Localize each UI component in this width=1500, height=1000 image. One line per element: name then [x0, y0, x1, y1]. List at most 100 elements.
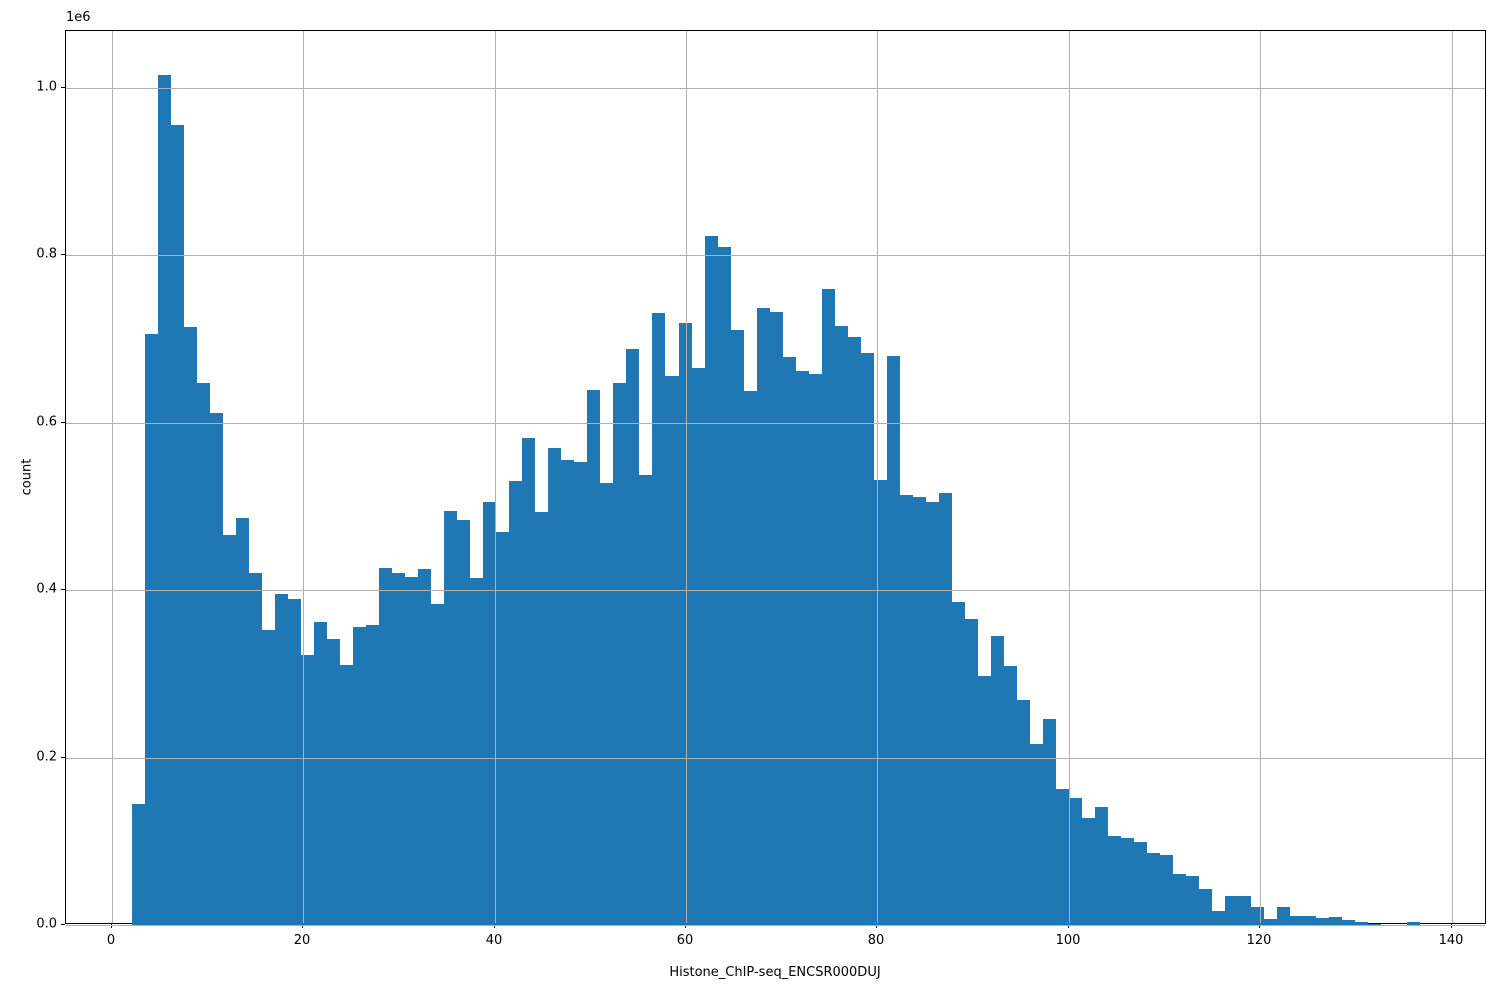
- histogram-bar: [1277, 906, 1290, 925]
- x-tick-mark: [494, 924, 495, 928]
- y-tick-label: 0.6: [36, 414, 57, 430]
- histogram-bar: [796, 370, 809, 925]
- y-tick-mark: [61, 422, 65, 423]
- x-tick-label: 20: [293, 933, 311, 948]
- histogram-bar: [887, 355, 900, 925]
- histogram-bar: [223, 534, 236, 925]
- histogram-bar: [418, 569, 431, 925]
- histogram-bar: [1186, 875, 1199, 925]
- histogram-bar: [705, 236, 718, 925]
- histogram-bar: [809, 374, 822, 925]
- x-tick-label: 120: [1246, 933, 1272, 948]
- histogram-bar: [561, 459, 574, 925]
- histogram-bar: [1199, 889, 1212, 925]
- histogram-bar: [1056, 788, 1069, 925]
- histogram-bar: [1121, 837, 1134, 925]
- histogram-bar: [327, 638, 340, 925]
- histogram-bar: [314, 621, 327, 925]
- x-tick-label: 0: [106, 933, 116, 948]
- histogram-bar: [301, 655, 314, 925]
- histogram-bar: [1030, 744, 1043, 925]
- y-tick-mark: [61, 924, 65, 925]
- x-tick-mark: [876, 924, 877, 928]
- histogram-bar: [1342, 919, 1355, 925]
- y-tick-mark: [61, 589, 65, 590]
- histogram-bar: [900, 494, 913, 925]
- y-tick-label: 0.8: [36, 246, 57, 262]
- y-tick-label: 0.4: [36, 581, 57, 597]
- vertical-gridline: [112, 31, 113, 923]
- histogram-bar: [483, 502, 496, 925]
- histogram-bar: [1082, 817, 1095, 925]
- histogram-bar: [457, 519, 470, 925]
- x-tick-mark: [1068, 924, 1069, 928]
- histogram-bar: [1095, 806, 1108, 925]
- x-tick-mark: [111, 924, 112, 928]
- x-tick-mark: [302, 924, 303, 928]
- histogram-bar: [470, 577, 483, 925]
- histogram-bar: [952, 601, 965, 925]
- histogram-bar: [1173, 873, 1186, 925]
- histogram-bar: [444, 511, 457, 925]
- histogram-bar: [1316, 918, 1329, 925]
- horizontal-gridline: [66, 88, 1485, 89]
- histogram-bar: [1329, 916, 1342, 925]
- histogram-bar: [874, 479, 887, 925]
- histogram-bar: [1251, 907, 1264, 925]
- histogram-bar: [340, 664, 353, 925]
- vertical-gridline: [495, 31, 496, 923]
- histogram-bar: [1355, 922, 1368, 925]
- histogram-bar: [158, 74, 171, 925]
- x-tick-mark: [685, 924, 686, 928]
- histogram-bar: [822, 288, 835, 925]
- histogram-bar: [145, 334, 158, 925]
- histogram-bar: [1225, 895, 1238, 925]
- histogram-bar: [1290, 915, 1303, 925]
- histogram-bar: [353, 627, 366, 925]
- horizontal-gridline: [66, 590, 1485, 591]
- histogram-bar: [991, 636, 1004, 925]
- histogram-bar: [509, 481, 522, 925]
- histogram-bar: [405, 576, 418, 925]
- histogram-bar: [1303, 915, 1316, 925]
- vertical-gridline: [686, 31, 687, 923]
- horizontal-gridline: [66, 758, 1485, 759]
- histogram-bar: [496, 532, 509, 925]
- histogram-bar: [939, 493, 952, 925]
- horizontal-gridline: [66, 925, 1485, 926]
- histogram-bar: [783, 357, 796, 925]
- histogram-bar: [1134, 842, 1147, 925]
- histogram-bar: [600, 483, 613, 925]
- histogram-bar: [1069, 797, 1082, 925]
- histogram-bar: [848, 337, 861, 925]
- histogram-bar: [379, 567, 392, 925]
- histogram-bar: [171, 124, 184, 925]
- vertical-gridline: [1069, 31, 1070, 923]
- histogram-bar: [1004, 666, 1017, 925]
- vertical-gridline: [1452, 31, 1453, 923]
- histogram-bar: [262, 630, 275, 925]
- histogram-bar: [731, 329, 744, 925]
- x-tick-label: 40: [485, 933, 503, 948]
- horizontal-gridline: [66, 255, 1485, 256]
- x-tick-label: 100: [1055, 933, 1081, 948]
- x-axis-label: Histone_ChIP-seq_ENCSR000DUJ: [669, 965, 881, 980]
- histogram-bar: [548, 447, 561, 925]
- y-tick-mark: [61, 757, 65, 758]
- histogram-bar: [665, 375, 679, 925]
- histogram-bar: [639, 474, 652, 925]
- histogram-bar: [1160, 854, 1173, 925]
- histogram-bar: [1017, 699, 1030, 925]
- histogram-bar: [574, 462, 587, 925]
- histogram-bar: [757, 308, 770, 925]
- histogram-bar: [913, 497, 926, 925]
- histogram-bar: [1108, 836, 1121, 925]
- histogram-bar: [926, 502, 939, 925]
- x-tick-label: 60: [676, 933, 694, 948]
- vertical-gridline: [303, 31, 304, 923]
- histogram-bar: [210, 412, 223, 925]
- y-tick-label: 1.0: [36, 79, 57, 95]
- histogram-bar: [1147, 853, 1160, 925]
- plot-area: [65, 30, 1486, 926]
